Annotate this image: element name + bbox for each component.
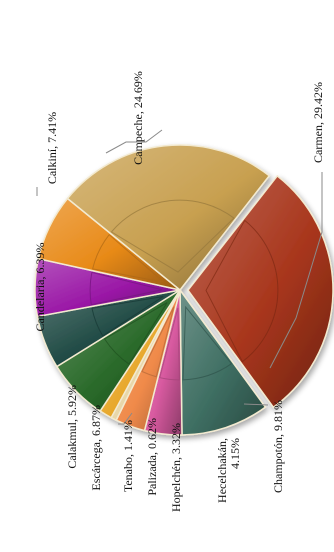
slice-label: Campeche, 24.69% bbox=[131, 71, 145, 165]
slice-facet bbox=[110, 199, 235, 273]
slice-label: Escárcega, 6.87% bbox=[89, 405, 103, 491]
slice-labels: Carmen, 29.42% Champotón, 9.81% Hecelchaká… bbox=[33, 71, 325, 512]
leader-lines bbox=[36, 129, 323, 425]
slice-label: Candelaria, 6.39% bbox=[33, 243, 47, 332]
slice-label: Calakmul, 5.92% bbox=[65, 385, 79, 469]
slice-facet bbox=[92, 233, 166, 283]
slice-label: Calkiní, 7.41% bbox=[45, 112, 59, 184]
slice-facet bbox=[91, 296, 164, 337]
slice-label: Palizada, 0.62% bbox=[145, 418, 159, 496]
leader-line bbox=[243, 403, 269, 406]
pie-slices bbox=[34, 144, 334, 436]
leader-line bbox=[105, 129, 163, 154]
slice-label: Champotón, 9.81% bbox=[271, 400, 285, 493]
slice-label: Carmen, 29.42% bbox=[311, 82, 325, 163]
slice-campeche bbox=[66, 144, 271, 292]
slice-label: Hopelchén, 3.32% bbox=[169, 423, 183, 512]
leader-line bbox=[269, 172, 323, 369]
slice-facet bbox=[103, 302, 168, 365]
slice-facet bbox=[89, 271, 163, 306]
slice-facet bbox=[182, 305, 233, 381]
slice-facet bbox=[159, 307, 180, 381]
slice-facet bbox=[141, 306, 175, 378]
slice-carmen bbox=[187, 174, 334, 409]
slice-label: Tenabo, 1.41% bbox=[121, 420, 135, 492]
slice-label: Hecelchakán,4.15% bbox=[215, 438, 242, 503]
slice-facet bbox=[205, 219, 279, 363]
leader-line bbox=[118, 412, 133, 425]
